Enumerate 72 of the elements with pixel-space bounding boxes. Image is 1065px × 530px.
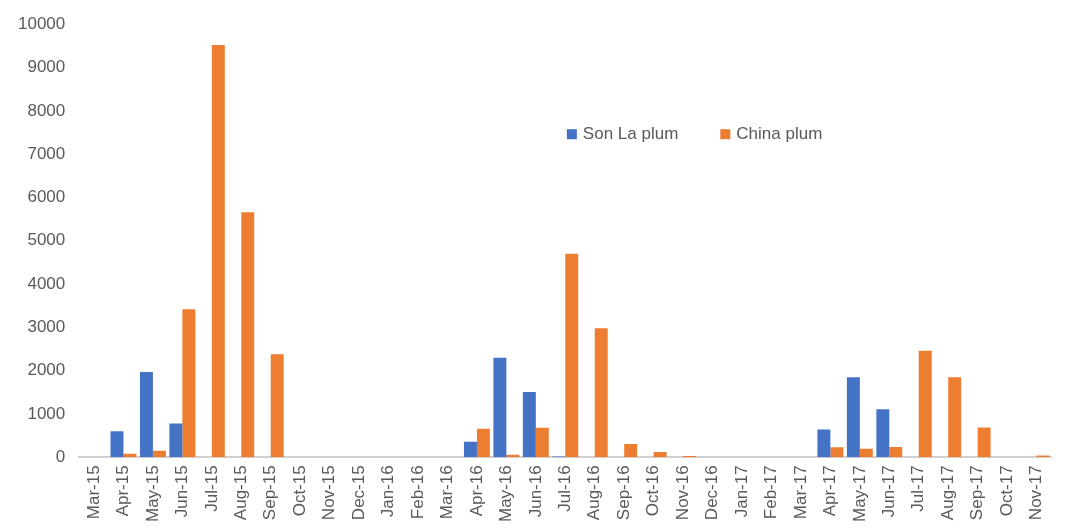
bar: [463, 441, 477, 458]
bar: [169, 423, 183, 458]
bar: [889, 446, 903, 458]
x-tick-label: Feb-16: [407, 465, 427, 520]
y-tick-label: 3000: [27, 317, 66, 337]
x-tick-label: Jul-16: [554, 465, 574, 512]
x-tick-label: Jun-15: [172, 465, 192, 518]
x-tick-label: Sep-16: [613, 465, 633, 521]
x-tick-label: Apr-15: [113, 465, 133, 517]
bar: [110, 431, 124, 458]
bar: [270, 354, 284, 458]
x-tick-label: Mar-17: [790, 465, 810, 520]
y-tick-label: 6000: [27, 187, 66, 207]
bar: [876, 409, 890, 458]
bar: [918, 350, 932, 458]
legend-label: China plum: [736, 123, 823, 143]
y-tick-label: 4000: [27, 273, 66, 293]
x-tick-label: Jan-16: [378, 465, 398, 518]
bar: [830, 447, 844, 458]
x-tick-label: Feb-17: [761, 465, 781, 520]
y-tick-label: 2000: [27, 360, 66, 380]
y-tick-label: 10000: [17, 13, 66, 33]
bar: [817, 429, 831, 458]
x-tick-label: Nov-15: [319, 465, 339, 521]
x-tick-label: Oct-16: [643, 465, 663, 517]
bar: [594, 328, 608, 458]
x-tick-label: May-16: [496, 465, 516, 522]
x-tick-label: Nov-16: [672, 465, 692, 521]
bar: [846, 377, 860, 458]
x-tick-label: Apr-17: [820, 465, 840, 517]
x-tick-label: Jul-15: [201, 465, 221, 512]
x-tick-label: Oct-17: [996, 465, 1016, 517]
x-tick-label: Apr-16: [466, 465, 486, 517]
x-tick-label: Mar-16: [437, 465, 457, 520]
y-tick-label: 8000: [27, 100, 66, 120]
x-tick-label: Dec-16: [702, 465, 722, 521]
x-tick-label: Oct-15: [289, 465, 309, 517]
y-tick-label: 5000: [27, 230, 66, 250]
x-tick-label: Aug-17: [937, 465, 957, 521]
x-tick-label: Jun-16: [525, 465, 545, 518]
x-tick-label: Mar-15: [83, 465, 103, 520]
bar: [493, 357, 507, 458]
bar: [241, 212, 255, 458]
y-tick-label: 1000: [27, 403, 66, 423]
bar: [859, 448, 873, 458]
y-tick-label: 0: [55, 447, 66, 466]
x-tick-label: Sep-15: [260, 465, 280, 521]
bar: [182, 309, 196, 458]
x-tick-label: Aug-16: [584, 465, 604, 521]
y-tick-label: 7000: [27, 143, 66, 163]
bar: [476, 428, 490, 458]
x-tick-label: Nov-17: [1026, 465, 1046, 521]
x-tick-label: Jul-17: [908, 465, 928, 512]
bar: [535, 427, 549, 458]
x-tick-label: Aug-15: [230, 465, 250, 521]
x-tick-label: Jun-17: [878, 465, 898, 518]
bar: [948, 377, 962, 458]
x-tick-label: Sep-17: [967, 465, 987, 521]
bar: [565, 253, 579, 458]
x-tick-label: May-17: [849, 465, 869, 522]
bar: [977, 427, 991, 458]
bar: [522, 391, 536, 458]
x-tick-label: May-15: [142, 465, 162, 522]
legend-label: Son La plum: [582, 123, 679, 143]
bar: [653, 452, 667, 458]
x-tick-label: Dec-15: [348, 465, 368, 521]
bar: [139, 371, 153, 458]
y-tick-label: 9000: [27, 57, 66, 77]
x-tick-label: Jan-17: [731, 465, 751, 518]
bar: [624, 443, 638, 458]
bar: [211, 44, 225, 458]
bar: [152, 450, 166, 458]
